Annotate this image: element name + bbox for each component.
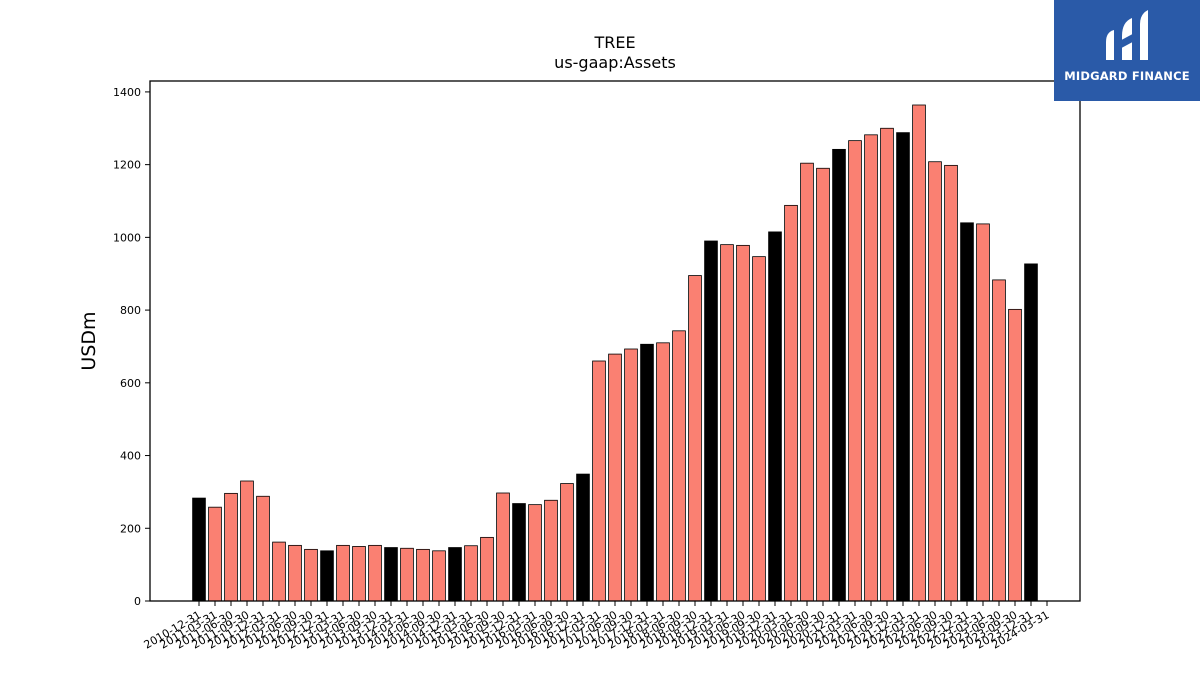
bar	[752, 256, 766, 602]
bar	[784, 204, 798, 602]
bar	[288, 544, 302, 602]
bar	[656, 342, 670, 602]
bar	[736, 244, 750, 602]
bar	[560, 483, 574, 602]
bar	[384, 547, 398, 602]
bar	[1024, 263, 1038, 602]
bar	[304, 548, 318, 602]
brand-logo: MIDGARD FINANCE	[1054, 0, 1200, 101]
bar	[512, 503, 526, 602]
y-tick-label: 1400	[113, 86, 141, 99]
bar	[640, 343, 654, 602]
bar	[800, 162, 814, 602]
bar	[960, 222, 974, 602]
y-axis-label: USDm	[78, 311, 100, 370]
bar	[832, 148, 846, 602]
bar	[448, 547, 462, 602]
bar	[320, 550, 334, 602]
bar	[368, 544, 382, 602]
bar	[992, 279, 1006, 602]
chart-subtitle: us-gaap:Assets	[554, 53, 676, 72]
bar	[528, 504, 542, 602]
y-tick-label: 400	[120, 450, 141, 463]
bars	[192, 104, 1038, 602]
logo-text: MIDGARD FINANCE	[1064, 69, 1190, 83]
bar	[352, 546, 366, 602]
bar	[496, 492, 510, 602]
bar	[432, 550, 446, 602]
x-axis-ticks: 2010-12-312011-03-312011-06-302011-09-30…	[142, 601, 1052, 652]
bar	[864, 134, 878, 602]
chart-title: TREE	[593, 33, 635, 52]
bar	[240, 480, 254, 602]
logo-mark-icon	[1106, 10, 1148, 60]
bar	[720, 244, 734, 602]
bar	[848, 140, 862, 602]
y-tick-label: 800	[120, 304, 141, 317]
y-axis-ticks: 0 200 400 600 800 1000 1200 1400	[113, 86, 150, 608]
y-tick-label: 1000	[113, 231, 141, 244]
bar	[944, 164, 958, 602]
bar	[592, 360, 606, 602]
bar	[976, 223, 990, 602]
bar	[704, 240, 718, 602]
y-tick-label: 1200	[113, 159, 141, 172]
bar	[896, 132, 910, 602]
bar	[544, 499, 558, 602]
bar	[928, 161, 942, 602]
plot-frame	[149, 80, 1081, 602]
y-tick-label: 200	[120, 522, 141, 535]
bar	[816, 167, 830, 602]
bar	[208, 506, 222, 602]
bar	[1008, 308, 1022, 602]
bar	[624, 348, 638, 602]
bar	[256, 495, 270, 602]
bar	[416, 548, 430, 602]
bar	[192, 497, 206, 602]
bar	[480, 536, 494, 602]
y-tick-label: 0	[134, 595, 141, 608]
bar	[880, 127, 894, 602]
bar	[464, 545, 478, 602]
bar	[608, 353, 622, 602]
bar	[672, 330, 686, 602]
bar	[576, 473, 590, 602]
bar	[224, 492, 238, 602]
bar	[336, 544, 350, 602]
y-tick-label: 600	[120, 377, 141, 390]
bar	[912, 104, 926, 602]
bar	[272, 541, 286, 602]
bar	[400, 547, 414, 602]
bar	[768, 231, 782, 602]
bar	[688, 275, 702, 602]
